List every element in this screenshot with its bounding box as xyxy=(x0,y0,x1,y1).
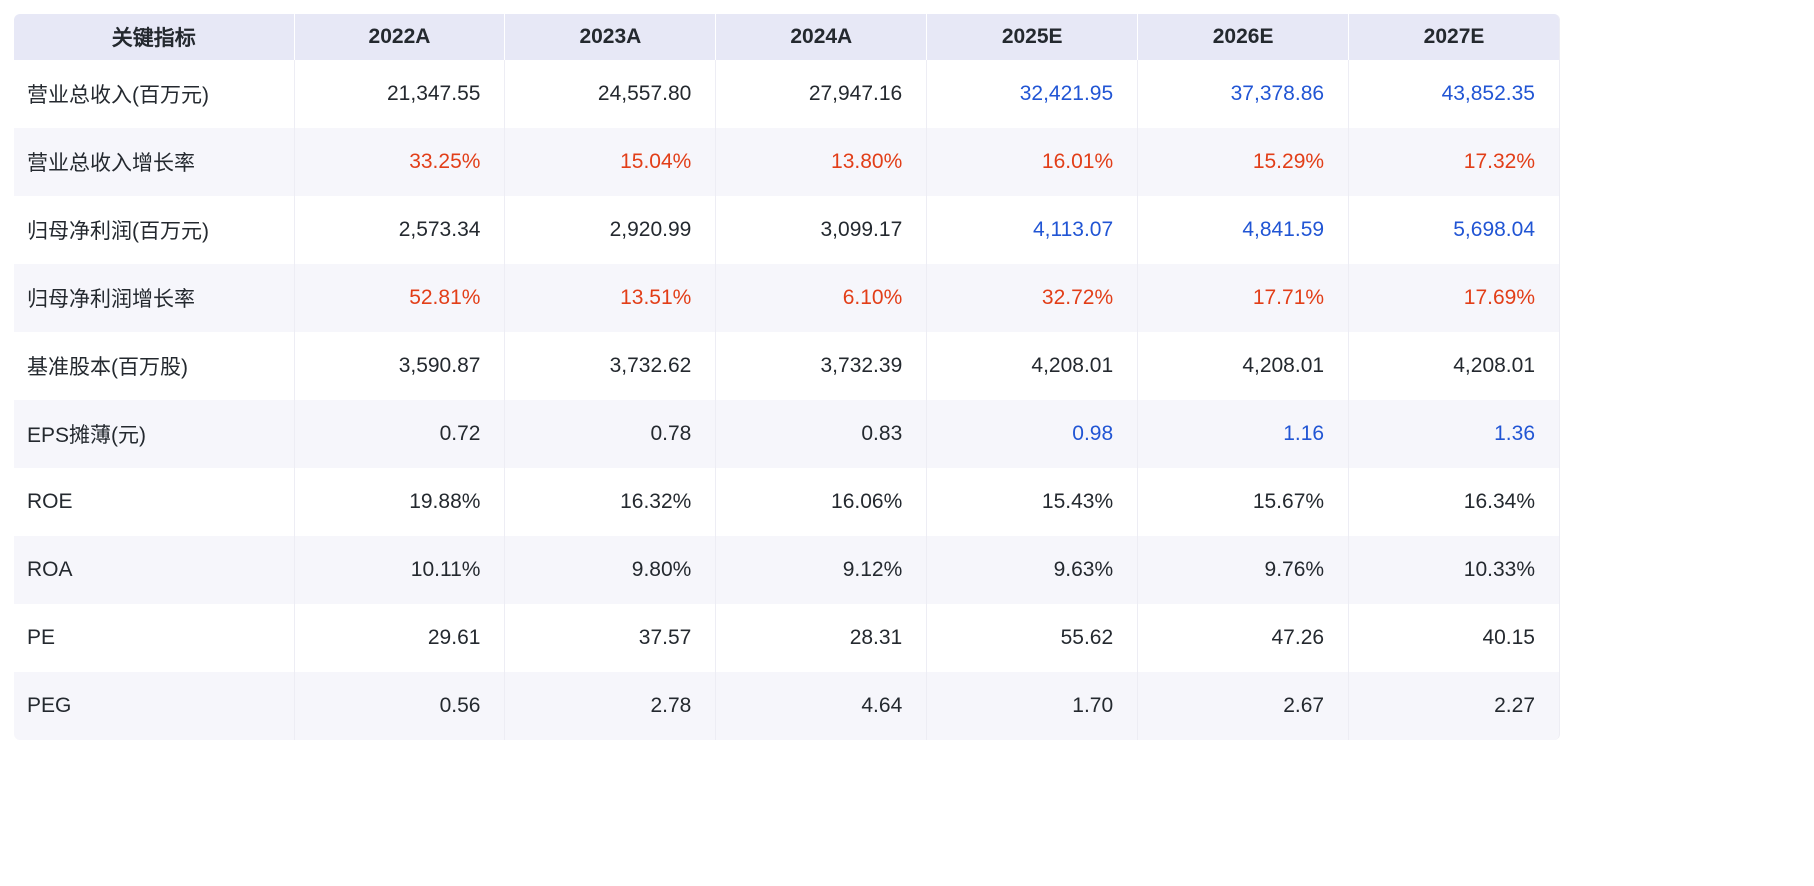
row-peg: PEG 0.56 2.78 4.64 1.70 2.67 2.27 xyxy=(14,672,1560,740)
cell-value: 21,347.55 xyxy=(294,60,506,128)
cell-value: 32.72% xyxy=(927,264,1139,332)
cell-value: 24,557.80 xyxy=(505,60,717,128)
header-2023a: 2023A xyxy=(505,14,717,60)
row-pe: PE 29.61 37.57 28.31 55.62 47.26 40.15 xyxy=(14,604,1560,672)
cell-value: 10.33% xyxy=(1349,536,1560,604)
cell-value: 29.61 xyxy=(294,604,506,672)
row-total-revenue: 营业总收入(百万元) 21,347.55 24,557.80 27,947.16… xyxy=(14,60,1560,128)
row-net-profit: 归母净利润(百万元) 2,573.34 2,920.99 3,099.17 4,… xyxy=(14,196,1560,264)
cell-value: 9.63% xyxy=(927,536,1139,604)
header-metric-name: 关键指标 xyxy=(14,14,295,60)
cell-value: 15.04% xyxy=(505,128,717,196)
cell-value: 15.29% xyxy=(1138,128,1350,196)
key-metrics-table: 关键指标 2022A 2023A 2024A 2025E 2026E 2027E… xyxy=(14,14,1560,740)
cell-value: 0.98 xyxy=(927,400,1139,468)
cell-value: 43,852.35 xyxy=(1349,60,1560,128)
cell-value: 16.34% xyxy=(1349,468,1560,536)
cell-value: 47.26 xyxy=(1138,604,1350,672)
cell-value: 13.80% xyxy=(716,128,928,196)
cell-value: 4,113.07 xyxy=(927,196,1139,264)
cell-value: 17.69% xyxy=(1349,264,1560,332)
cell-value: 15.67% xyxy=(1138,468,1350,536)
cell-value: 0.72 xyxy=(294,400,506,468)
header-2025e: 2025E xyxy=(927,14,1139,60)
cell-value: 2,920.99 xyxy=(505,196,717,264)
row-eps-diluted: EPS摊薄(元) 0.72 0.78 0.83 0.98 1.16 1.36 xyxy=(14,400,1560,468)
cell-value: 28.31 xyxy=(716,604,928,672)
cell-value: 0.56 xyxy=(294,672,506,740)
cell-value: 4,208.01 xyxy=(1349,332,1560,400)
header-2026e: 2026E xyxy=(1138,14,1350,60)
row-roe: ROE 19.88% 16.32% 16.06% 15.43% 15.67% 1… xyxy=(14,468,1560,536)
row-total-revenue-growth: 营业总收入增长率 33.25% 15.04% 13.80% 16.01% 15.… xyxy=(14,128,1560,196)
cell-value: 27,947.16 xyxy=(716,60,928,128)
cell-value: 1.70 xyxy=(927,672,1139,740)
row-label: 营业总收入增长率 xyxy=(14,128,295,196)
cell-value: 1.36 xyxy=(1349,400,1560,468)
cell-value: 37.57 xyxy=(505,604,717,672)
cell-value: 4,841.59 xyxy=(1138,196,1350,264)
row-net-profit-growth: 归母净利润增长率 52.81% 13.51% 6.10% 32.72% 17.7… xyxy=(14,264,1560,332)
row-label: PEG xyxy=(14,672,295,740)
cell-value: 16.06% xyxy=(716,468,928,536)
cell-value: 33.25% xyxy=(294,128,506,196)
cell-value: 2.67 xyxy=(1138,672,1350,740)
cell-value: 17.32% xyxy=(1349,128,1560,196)
cell-value: 5,698.04 xyxy=(1349,196,1560,264)
financial-metrics-page: 关键指标 2022A 2023A 2024A 2025E 2026E 2027E… xyxy=(14,14,1560,740)
cell-value: 1.16 xyxy=(1138,400,1350,468)
cell-value: 4,208.01 xyxy=(1138,332,1350,400)
cell-value: 0.83 xyxy=(716,400,928,468)
cell-value: 40.15 xyxy=(1349,604,1560,672)
header-2024a: 2024A xyxy=(716,14,928,60)
row-roa: ROA 10.11% 9.80% 9.12% 9.63% 9.76% 10.33… xyxy=(14,536,1560,604)
cell-value: 55.62 xyxy=(927,604,1139,672)
cell-value: 2.27 xyxy=(1349,672,1560,740)
cell-value: 4,208.01 xyxy=(927,332,1139,400)
cell-value: 3,590.87 xyxy=(294,332,506,400)
cell-value: 13.51% xyxy=(505,264,717,332)
cell-value: 32,421.95 xyxy=(927,60,1139,128)
row-label: 基准股本(百万股) xyxy=(14,332,295,400)
header-2027e: 2027E xyxy=(1349,14,1560,60)
cell-value: 19.88% xyxy=(294,468,506,536)
row-label: 营业总收入(百万元) xyxy=(14,60,295,128)
row-label: ROA xyxy=(14,536,295,604)
row-label: 归母净利润(百万元) xyxy=(14,196,295,264)
row-label: ROE xyxy=(14,468,295,536)
cell-value: 52.81% xyxy=(294,264,506,332)
cell-value: 9.80% xyxy=(505,536,717,604)
cell-value: 15.43% xyxy=(927,468,1139,536)
row-share-capital-base: 基准股本(百万股) 3,590.87 3,732.62 3,732.39 4,2… xyxy=(14,332,1560,400)
cell-value: 3,099.17 xyxy=(716,196,928,264)
cell-value: 16.01% xyxy=(927,128,1139,196)
cell-value: 4.64 xyxy=(716,672,928,740)
cell-value: 9.12% xyxy=(716,536,928,604)
row-label: 归母净利润增长率 xyxy=(14,264,295,332)
header-row: 关键指标 2022A 2023A 2024A 2025E 2026E 2027E xyxy=(14,14,1560,60)
cell-value: 9.76% xyxy=(1138,536,1350,604)
cell-value: 3,732.62 xyxy=(505,332,717,400)
cell-value: 16.32% xyxy=(505,468,717,536)
row-label: EPS摊薄(元) xyxy=(14,400,295,468)
cell-value: 17.71% xyxy=(1138,264,1350,332)
cell-value: 2.78 xyxy=(505,672,717,740)
cell-value: 37,378.86 xyxy=(1138,60,1350,128)
cell-value: 3,732.39 xyxy=(716,332,928,400)
cell-value: 0.78 xyxy=(505,400,717,468)
row-label: PE xyxy=(14,604,295,672)
cell-value: 6.10% xyxy=(716,264,928,332)
cell-value: 2,573.34 xyxy=(294,196,506,264)
header-2022a: 2022A xyxy=(294,14,506,60)
cell-value: 10.11% xyxy=(294,536,506,604)
